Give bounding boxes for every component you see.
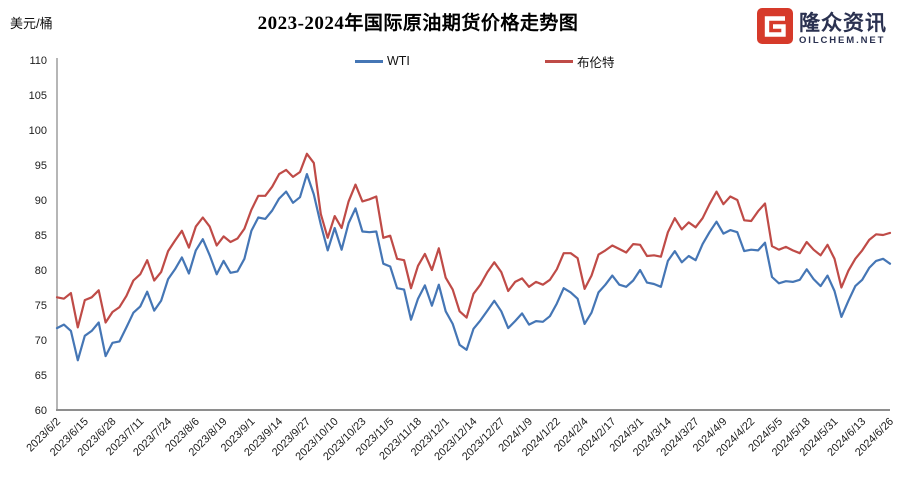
brent-legend-swatch	[545, 59, 573, 63]
wti-legend-swatch	[355, 59, 383, 63]
y-tick-label: 110	[29, 55, 47, 67]
wti-legend-label: WTI	[387, 54, 410, 68]
oilchem-logo: 隆众资讯 OILCHEM.NET	[756, 7, 887, 50]
y-tick-label: 65	[35, 370, 47, 382]
y-tick-label: 95	[35, 160, 47, 172]
y-tick-label: 70	[35, 335, 47, 347]
legend-item-wti: WTI	[355, 54, 410, 68]
legend-item-brent: 布伦特	[545, 54, 615, 70]
y-tick-label: 105	[29, 90, 47, 102]
chart-title: 2023-2024年国际原油期货价格走势图	[257, 13, 579, 34]
brent-price-line	[55, 152, 892, 329]
y-tick-label: 80	[35, 265, 47, 277]
logo-domain-text: OILCHEM.NET	[799, 34, 886, 46]
y-axis-unit-label: 美元/桶	[10, 16, 53, 31]
y-tick-label: 75	[35, 300, 47, 312]
y-tick-label: 60	[35, 405, 47, 417]
logo-brand-text: 隆众资讯	[799, 11, 887, 35]
y-tick-label: 90	[35, 195, 47, 207]
wti-price-line	[55, 173, 892, 362]
oilchem-logo-icon	[756, 7, 794, 50]
brent-legend-label: 布伦特	[577, 55, 615, 70]
y-tick-label: 100	[29, 125, 47, 137]
y-tick-label: 85	[35, 230, 47, 242]
